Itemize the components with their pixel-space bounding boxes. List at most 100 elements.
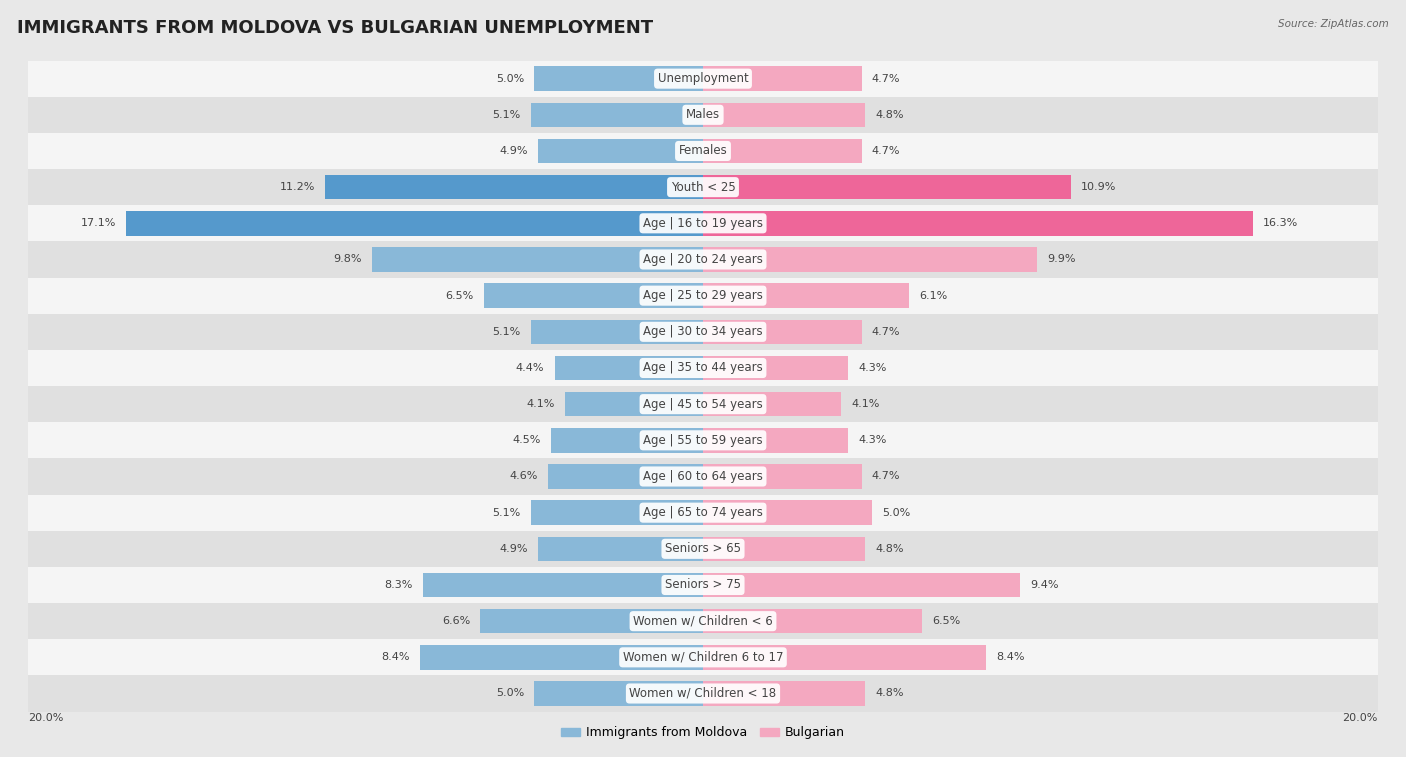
Bar — [28, 133, 1378, 169]
Bar — [703, 573, 1021, 597]
Bar — [28, 675, 1378, 712]
Text: 5.1%: 5.1% — [492, 327, 520, 337]
Bar — [531, 102, 703, 127]
Bar — [28, 350, 1378, 386]
Text: 5.0%: 5.0% — [496, 73, 524, 83]
Bar — [703, 392, 841, 416]
Bar — [703, 356, 848, 380]
Legend: Immigrants from Moldova, Bulgarian: Immigrants from Moldova, Bulgarian — [557, 721, 849, 744]
Bar — [703, 67, 862, 91]
Text: 4.4%: 4.4% — [516, 363, 544, 373]
Bar — [703, 175, 1071, 199]
Text: 8.4%: 8.4% — [381, 653, 409, 662]
Text: 6.6%: 6.6% — [441, 616, 470, 626]
Bar — [419, 645, 703, 670]
Text: Age | 30 to 34 years: Age | 30 to 34 years — [643, 326, 763, 338]
Bar — [537, 139, 703, 164]
Bar — [703, 102, 865, 127]
Bar — [28, 567, 1378, 603]
Text: Youth < 25: Youth < 25 — [671, 181, 735, 194]
Text: Women w/ Children < 18: Women w/ Children < 18 — [630, 687, 776, 700]
Bar — [703, 500, 872, 525]
Bar — [703, 464, 862, 489]
Text: 6.5%: 6.5% — [932, 616, 960, 626]
Text: Women w/ Children < 6: Women w/ Children < 6 — [633, 615, 773, 628]
Bar — [28, 313, 1378, 350]
Bar — [537, 537, 703, 561]
Text: 4.3%: 4.3% — [858, 363, 887, 373]
Text: 4.1%: 4.1% — [852, 399, 880, 409]
Text: 16.3%: 16.3% — [1263, 218, 1298, 229]
Bar — [325, 175, 703, 199]
Bar — [548, 464, 703, 489]
Bar — [481, 609, 703, 634]
Text: 20.0%: 20.0% — [1343, 713, 1378, 724]
Text: 9.4%: 9.4% — [1031, 580, 1059, 590]
Bar — [565, 392, 703, 416]
Bar — [703, 428, 848, 453]
Text: 5.0%: 5.0% — [882, 508, 910, 518]
Bar — [28, 278, 1378, 313]
Text: 20.0%: 20.0% — [28, 713, 63, 724]
Text: 11.2%: 11.2% — [280, 182, 315, 192]
Text: 4.7%: 4.7% — [872, 472, 900, 481]
Text: 4.9%: 4.9% — [499, 146, 527, 156]
Bar — [703, 537, 865, 561]
Bar — [551, 428, 703, 453]
Bar — [423, 573, 703, 597]
Text: Age | 16 to 19 years: Age | 16 to 19 years — [643, 217, 763, 230]
Text: 17.1%: 17.1% — [80, 218, 115, 229]
Text: 9.9%: 9.9% — [1047, 254, 1076, 264]
Text: 6.1%: 6.1% — [920, 291, 948, 301]
Bar — [484, 283, 703, 308]
Text: Age | 45 to 54 years: Age | 45 to 54 years — [643, 397, 763, 410]
Text: 4.1%: 4.1% — [526, 399, 554, 409]
Text: 10.9%: 10.9% — [1081, 182, 1116, 192]
Bar — [703, 681, 865, 706]
Bar — [28, 169, 1378, 205]
Text: IMMIGRANTS FROM MOLDOVA VS BULGARIAN UNEMPLOYMENT: IMMIGRANTS FROM MOLDOVA VS BULGARIAN UNE… — [17, 19, 652, 37]
Bar — [554, 356, 703, 380]
Text: 4.8%: 4.8% — [875, 544, 904, 554]
Bar — [28, 494, 1378, 531]
Text: 4.3%: 4.3% — [858, 435, 887, 445]
Text: 8.4%: 8.4% — [997, 653, 1025, 662]
Text: 4.7%: 4.7% — [872, 327, 900, 337]
Bar — [28, 61, 1378, 97]
Text: Age | 35 to 44 years: Age | 35 to 44 years — [643, 362, 763, 375]
Bar — [28, 241, 1378, 278]
Bar — [703, 211, 1253, 235]
Bar — [534, 681, 703, 706]
Text: 4.7%: 4.7% — [872, 146, 900, 156]
Text: Seniors > 75: Seniors > 75 — [665, 578, 741, 591]
Bar — [28, 603, 1378, 639]
Bar — [28, 639, 1378, 675]
Text: Age | 20 to 24 years: Age | 20 to 24 years — [643, 253, 763, 266]
Text: Unemployment: Unemployment — [658, 72, 748, 85]
Bar — [28, 422, 1378, 459]
Text: Age | 60 to 64 years: Age | 60 to 64 years — [643, 470, 763, 483]
Bar — [703, 139, 862, 164]
Text: 4.6%: 4.6% — [509, 472, 537, 481]
Text: 4.5%: 4.5% — [513, 435, 541, 445]
Bar — [703, 248, 1038, 272]
Text: Females: Females — [679, 145, 727, 157]
Text: Source: ZipAtlas.com: Source: ZipAtlas.com — [1278, 19, 1389, 29]
Text: 5.1%: 5.1% — [492, 508, 520, 518]
Text: Age | 25 to 29 years: Age | 25 to 29 years — [643, 289, 763, 302]
Text: 4.8%: 4.8% — [875, 110, 904, 120]
Text: 5.0%: 5.0% — [496, 689, 524, 699]
Text: Age | 55 to 59 years: Age | 55 to 59 years — [643, 434, 763, 447]
Bar — [531, 319, 703, 344]
Bar — [703, 283, 908, 308]
Text: Age | 65 to 74 years: Age | 65 to 74 years — [643, 506, 763, 519]
Text: 4.7%: 4.7% — [872, 73, 900, 83]
Bar — [534, 67, 703, 91]
Bar — [28, 97, 1378, 133]
Bar — [28, 459, 1378, 494]
Bar — [373, 248, 703, 272]
Text: Seniors > 65: Seniors > 65 — [665, 542, 741, 556]
Bar — [531, 500, 703, 525]
Bar — [703, 645, 987, 670]
Bar — [703, 319, 862, 344]
